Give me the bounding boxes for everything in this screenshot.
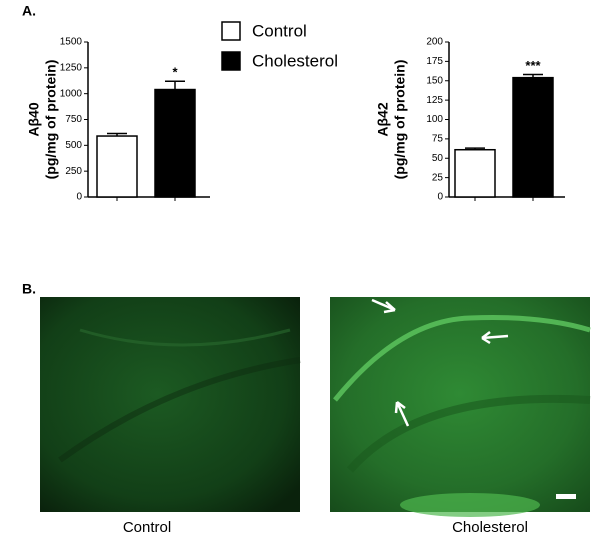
- significance-marker: ***: [525, 58, 541, 73]
- y-tick-label: 750: [65, 114, 82, 125]
- legend-label: Cholesterol: [252, 51, 338, 70]
- y-axis-label: (pg/mg of protein): [43, 60, 59, 180]
- y-axis-label: Aβ42: [375, 102, 391, 136]
- y-axis-label: (pg/mg of protein): [392, 60, 408, 180]
- bar: [96, 135, 138, 198]
- legend-swatch: [221, 21, 241, 41]
- image-caption: Cholesterol: [452, 519, 528, 536]
- y-tick-label: 125: [426, 95, 443, 106]
- y-tick-label: 50: [432, 153, 444, 164]
- micrograph: [40, 297, 301, 512]
- y-tick-label: 0: [437, 192, 443, 203]
- y-tick-label: 500: [65, 140, 82, 151]
- panel-label: B.: [22, 281, 36, 297]
- y-axis-label: Aβ40: [26, 102, 42, 136]
- y-tick-label: 75: [432, 134, 444, 145]
- y-tick-label: 100: [426, 114, 443, 125]
- y-tick-label: 175: [426, 56, 443, 67]
- bar: [154, 88, 196, 198]
- y-tick-label: 150: [426, 75, 443, 86]
- y-tick-label: 1250: [60, 62, 83, 73]
- y-tick-label: 200: [426, 37, 443, 48]
- y-tick-label: 1500: [60, 37, 83, 48]
- y-tick-label: 1000: [60, 88, 83, 99]
- y-tick-label: 250: [65, 166, 82, 177]
- y-tick-label: 25: [432, 172, 444, 183]
- significance-marker: *: [172, 65, 178, 80]
- legend-swatch: [221, 51, 241, 71]
- panel-label: A.: [22, 3, 36, 19]
- micrograph: [330, 297, 591, 517]
- bar: [512, 76, 554, 198]
- y-tick-label: 0: [76, 192, 82, 203]
- legend-label: Control: [252, 21, 307, 40]
- image-caption: Control: [123, 519, 171, 536]
- bar: [454, 148, 496, 198]
